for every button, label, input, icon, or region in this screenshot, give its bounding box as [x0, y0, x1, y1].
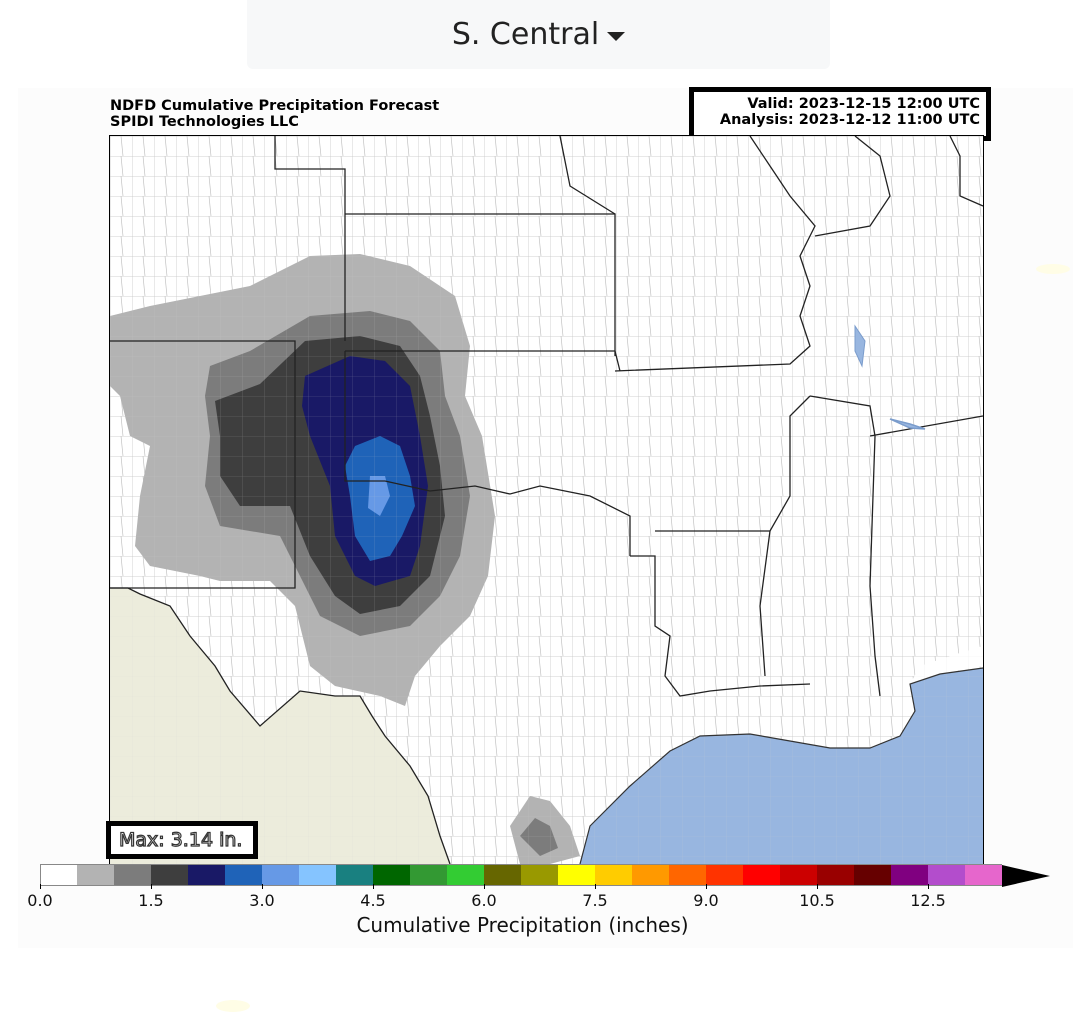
artifact-blob: [1036, 264, 1070, 274]
colorbar-segment: [447, 865, 484, 885]
colorbar-segment: [632, 865, 669, 885]
region-dropdown[interactable]: S. Central: [247, 0, 830, 69]
colorbar-segment: [151, 865, 188, 885]
colorbar-segment: [780, 865, 817, 885]
colorbar-segment: [817, 865, 854, 885]
colorbar-segment: [558, 865, 595, 885]
colorbar-segment: [595, 865, 632, 885]
colorbar-segment: [669, 865, 706, 885]
max-precip-label: Max: 3.14 in.: [118, 828, 243, 851]
colorbar-tick: [484, 884, 485, 889]
colorbar-tick: [595, 884, 596, 889]
colorbar-tick: [928, 884, 929, 889]
colorbar-tick-label: 3.0: [249, 891, 275, 910]
state-borders: [110, 136, 983, 697]
colorbar-segment: [225, 865, 262, 885]
colorbar-tick: [40, 884, 41, 889]
colorbar-segment: [114, 865, 151, 885]
colorbar-tick: [817, 884, 818, 889]
colorbar-tick-label: 4.5: [360, 891, 386, 910]
colorbar-segment: [965, 865, 1002, 885]
map-svg: [110, 136, 983, 864]
colorbar-segment: [262, 865, 299, 885]
colorbar-title: Cumulative Precipitation (inches): [356, 913, 689, 937]
colorbar-segment: [410, 865, 447, 885]
colorbar-segment: [928, 865, 965, 885]
colorbar-tick-label: 9.0: [693, 891, 719, 910]
artifact-blob: [216, 1000, 250, 1012]
colorbar-tick-label: 12.5: [910, 891, 946, 910]
colorbar-tick-label: 7.5: [582, 891, 608, 910]
colorbar-tick-label: 1.5: [138, 891, 164, 910]
max-precip-box: Max: 3.14 in.: [106, 821, 258, 859]
colorbar-segment: [188, 865, 225, 885]
colorbar-tick: [151, 884, 152, 889]
valid-time: Valid: 2023-12-15 12:00 UTC: [747, 96, 980, 112]
caret-down-icon: [607, 32, 626, 41]
colorbar-segment: [373, 865, 410, 885]
colorbar-tick-label: 10.5: [799, 891, 835, 910]
colorbar-tick: [262, 884, 263, 889]
colorbar-segment: [743, 865, 780, 885]
colorbar-segment: [854, 865, 891, 885]
figure-title-line1: NDFD Cumulative Precipitation Forecast: [110, 98, 440, 114]
colorbar-extend-arrow: [1002, 865, 1050, 887]
colorbar-segment: [299, 865, 336, 885]
colorbar-segment: [77, 865, 114, 885]
region-dropdown-label: S. Central: [451, 17, 600, 52]
colorbar-segment: [40, 865, 78, 885]
analysis-time: Analysis: 2023-12-12 11:00 UTC: [719, 112, 980, 128]
valid-time-box: Valid: 2023-12-15 12:00 UTC Analysis: 20…: [689, 87, 991, 141]
colorbar-tick: [706, 884, 707, 889]
colorbar-segment: [484, 865, 521, 885]
colorbar: [40, 864, 1050, 887]
colorbar-tick-label: 0.0: [27, 891, 53, 910]
colorbar-tick-label: 6.0: [471, 891, 497, 910]
precipitation-map: [109, 135, 984, 865]
colorbar-segment: [891, 865, 928, 885]
colorbar-segment: [336, 865, 373, 885]
figure-title: NDFD Cumulative Precipitation Forecast S…: [110, 98, 439, 130]
colorbar-tick: [373, 884, 374, 889]
colorbar-segment: [706, 865, 743, 885]
colorbar-segment: [521, 865, 558, 885]
figure-title-line2: SPIDI Technologies LLC: [110, 114, 299, 130]
